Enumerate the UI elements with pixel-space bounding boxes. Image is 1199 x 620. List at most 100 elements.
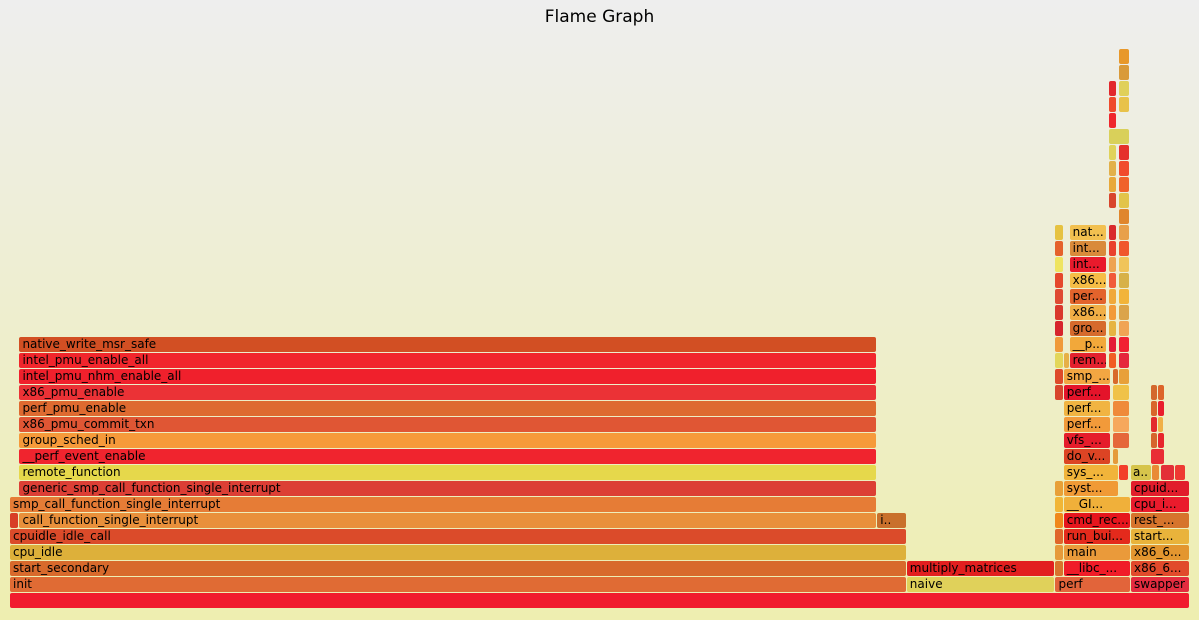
flame-frame[interactable]	[1119, 145, 1129, 160]
flame-frame[interactable]: int...	[1069, 257, 1107, 272]
flame-frame[interactable]: syst...	[1063, 481, 1119, 496]
flame-frame[interactable]: x86_6...	[1131, 561, 1189, 576]
flame-frame[interactable]	[1055, 225, 1063, 240]
flame-frame[interactable]	[1119, 353, 1129, 368]
flame-frame[interactable]	[1108, 225, 1116, 240]
flame-frame[interactable]	[1113, 369, 1119, 384]
flame-frame[interactable]	[1160, 465, 1174, 480]
flame-frame[interactable]: native_write_msr_safe	[19, 337, 877, 352]
flame-frame[interactable]	[1055, 385, 1063, 400]
flame-frame[interactable]	[1108, 321, 1116, 336]
flame-frame[interactable]	[1108, 81, 1116, 96]
flame-frame[interactable]: remote_function	[19, 465, 877, 480]
flame-frame[interactable]: __perf_event_enable	[19, 449, 877, 464]
flame-frame[interactable]	[1158, 433, 1165, 448]
flame-frame[interactable]	[1151, 433, 1158, 448]
flame-frame[interactable]: nat...	[1069, 225, 1107, 240]
flame-frame[interactable]	[1119, 273, 1129, 288]
flame-frame[interactable]	[1108, 337, 1116, 352]
flame-frame[interactable]: rest_...	[1131, 513, 1189, 528]
flame-frame[interactable]	[1119, 49, 1129, 64]
flame-frame[interactable]	[1151, 449, 1165, 464]
flame-frame[interactable]	[1108, 257, 1116, 272]
flame-frame[interactable]: perf...	[1063, 417, 1110, 432]
flame-frame[interactable]: run_bui...	[1063, 529, 1130, 544]
flame-frame[interactable]: main	[1063, 545, 1130, 560]
flame-frame[interactable]	[1108, 129, 1129, 144]
flame-frame[interactable]	[1119, 289, 1129, 304]
flame-frame[interactable]	[1119, 65, 1129, 80]
flame-frame[interactable]: gro...	[1069, 321, 1107, 336]
flame-frame[interactable]: perf	[1055, 577, 1130, 592]
flame-frame[interactable]	[1119, 193, 1129, 208]
flame-frame[interactable]	[1151, 401, 1158, 416]
flame-frame[interactable]: cmd_rec...	[1063, 513, 1130, 528]
flame-frame[interactable]	[1055, 273, 1063, 288]
flame-frame[interactable]: x86_6...	[1131, 545, 1189, 560]
flame-frame[interactable]	[1158, 401, 1165, 416]
flame-frame[interactable]	[1108, 113, 1116, 128]
flame-frame[interactable]: smp_call_function_single_interrupt	[10, 497, 877, 512]
flame-frame[interactable]: per...	[1069, 289, 1107, 304]
flame-frame[interactable]	[1119, 321, 1129, 336]
flame-frame[interactable]	[1055, 289, 1063, 304]
flame-frame[interactable]	[1113, 433, 1129, 448]
flame-frame[interactable]: perf...	[1063, 385, 1110, 400]
flame-frame[interactable]: int...	[1069, 241, 1107, 256]
flame-frame[interactable]	[1158, 385, 1165, 400]
flame-frame[interactable]	[1055, 305, 1063, 320]
flame-frame[interactable]: x86_pmu_enable	[19, 385, 877, 400]
flame-frame[interactable]: start_secondary	[10, 561, 906, 576]
flame-frame[interactable]: sys_...	[1063, 465, 1119, 480]
flame-frame[interactable]	[1119, 305, 1129, 320]
flame-frame[interactable]: do_v...	[1063, 449, 1110, 464]
flame-frame[interactable]: swapper	[1131, 577, 1189, 592]
flame-frame[interactable]	[1151, 417, 1158, 432]
flame-frame[interactable]	[1119, 225, 1129, 240]
flame-frame[interactable]	[1119, 241, 1129, 256]
flame-frame[interactable]	[1055, 241, 1063, 256]
flame-frame[interactable]	[1108, 161, 1116, 176]
flame-frame[interactable]: group_sched_in	[19, 433, 877, 448]
flame-frame[interactable]	[1055, 321, 1063, 336]
flame-frame[interactable]	[1108, 177, 1116, 192]
flame-frame[interactable]: __GI...	[1063, 497, 1130, 512]
flame-frame[interactable]: perf_pmu_enable	[19, 401, 877, 416]
flame-frame[interactable]	[1151, 385, 1158, 400]
flame-frame[interactable]	[1119, 161, 1129, 176]
flame-frame[interactable]: cpu_i...	[1131, 497, 1189, 512]
flame-frame[interactable]	[1055, 353, 1063, 368]
flame-frame[interactable]	[10, 513, 19, 528]
flame-frame[interactable]: __p...	[1069, 337, 1107, 352]
flame-frame[interactable]	[1119, 465, 1128, 480]
flame-frame[interactable]	[1055, 257, 1063, 272]
flame-frame[interactable]	[1119, 177, 1129, 192]
flame-frame[interactable]: cpuidle_idle_call	[10, 529, 906, 544]
flame-frame[interactable]	[1108, 241, 1116, 256]
flame-frame[interactable]	[1063, 353, 1069, 368]
flame-frame[interactable]: intel_pmu_enable_all	[19, 353, 877, 368]
flame-frame[interactable]	[1113, 401, 1129, 416]
flame-frame[interactable]	[10, 593, 1189, 608]
flame-frame[interactable]: a..	[1131, 465, 1152, 480]
flame-frame[interactable]	[1108, 145, 1116, 160]
flame-frame[interactable]	[1055, 369, 1063, 384]
flame-frame[interactable]	[1055, 337, 1063, 352]
flame-frame[interactable]	[1055, 497, 1063, 512]
flame-frame[interactable]	[1055, 561, 1063, 576]
flame-frame[interactable]: call_function_single_interrupt	[19, 513, 877, 528]
flame-frame[interactable]: x86...	[1069, 273, 1107, 288]
flame-frame[interactable]: intel_pmu_nhm_enable_all	[19, 369, 877, 384]
flame-frame[interactable]: i..	[877, 513, 906, 528]
flame-frame[interactable]	[1055, 481, 1063, 496]
flame-frame[interactable]	[1108, 353, 1116, 368]
flame-frame[interactable]	[1119, 97, 1129, 112]
flame-frame[interactable]: cpu_idle	[10, 545, 906, 560]
flame-frame[interactable]: __libc_...	[1063, 561, 1130, 576]
flame-frame[interactable]	[1158, 417, 1164, 432]
flame-frame[interactable]	[1119, 337, 1129, 352]
flame-frame[interactable]	[1108, 273, 1116, 288]
flame-frame[interactable]: rem...	[1069, 353, 1107, 368]
flame-frame[interactable]: x86...	[1069, 305, 1107, 320]
flame-frame[interactable]	[1108, 97, 1116, 112]
